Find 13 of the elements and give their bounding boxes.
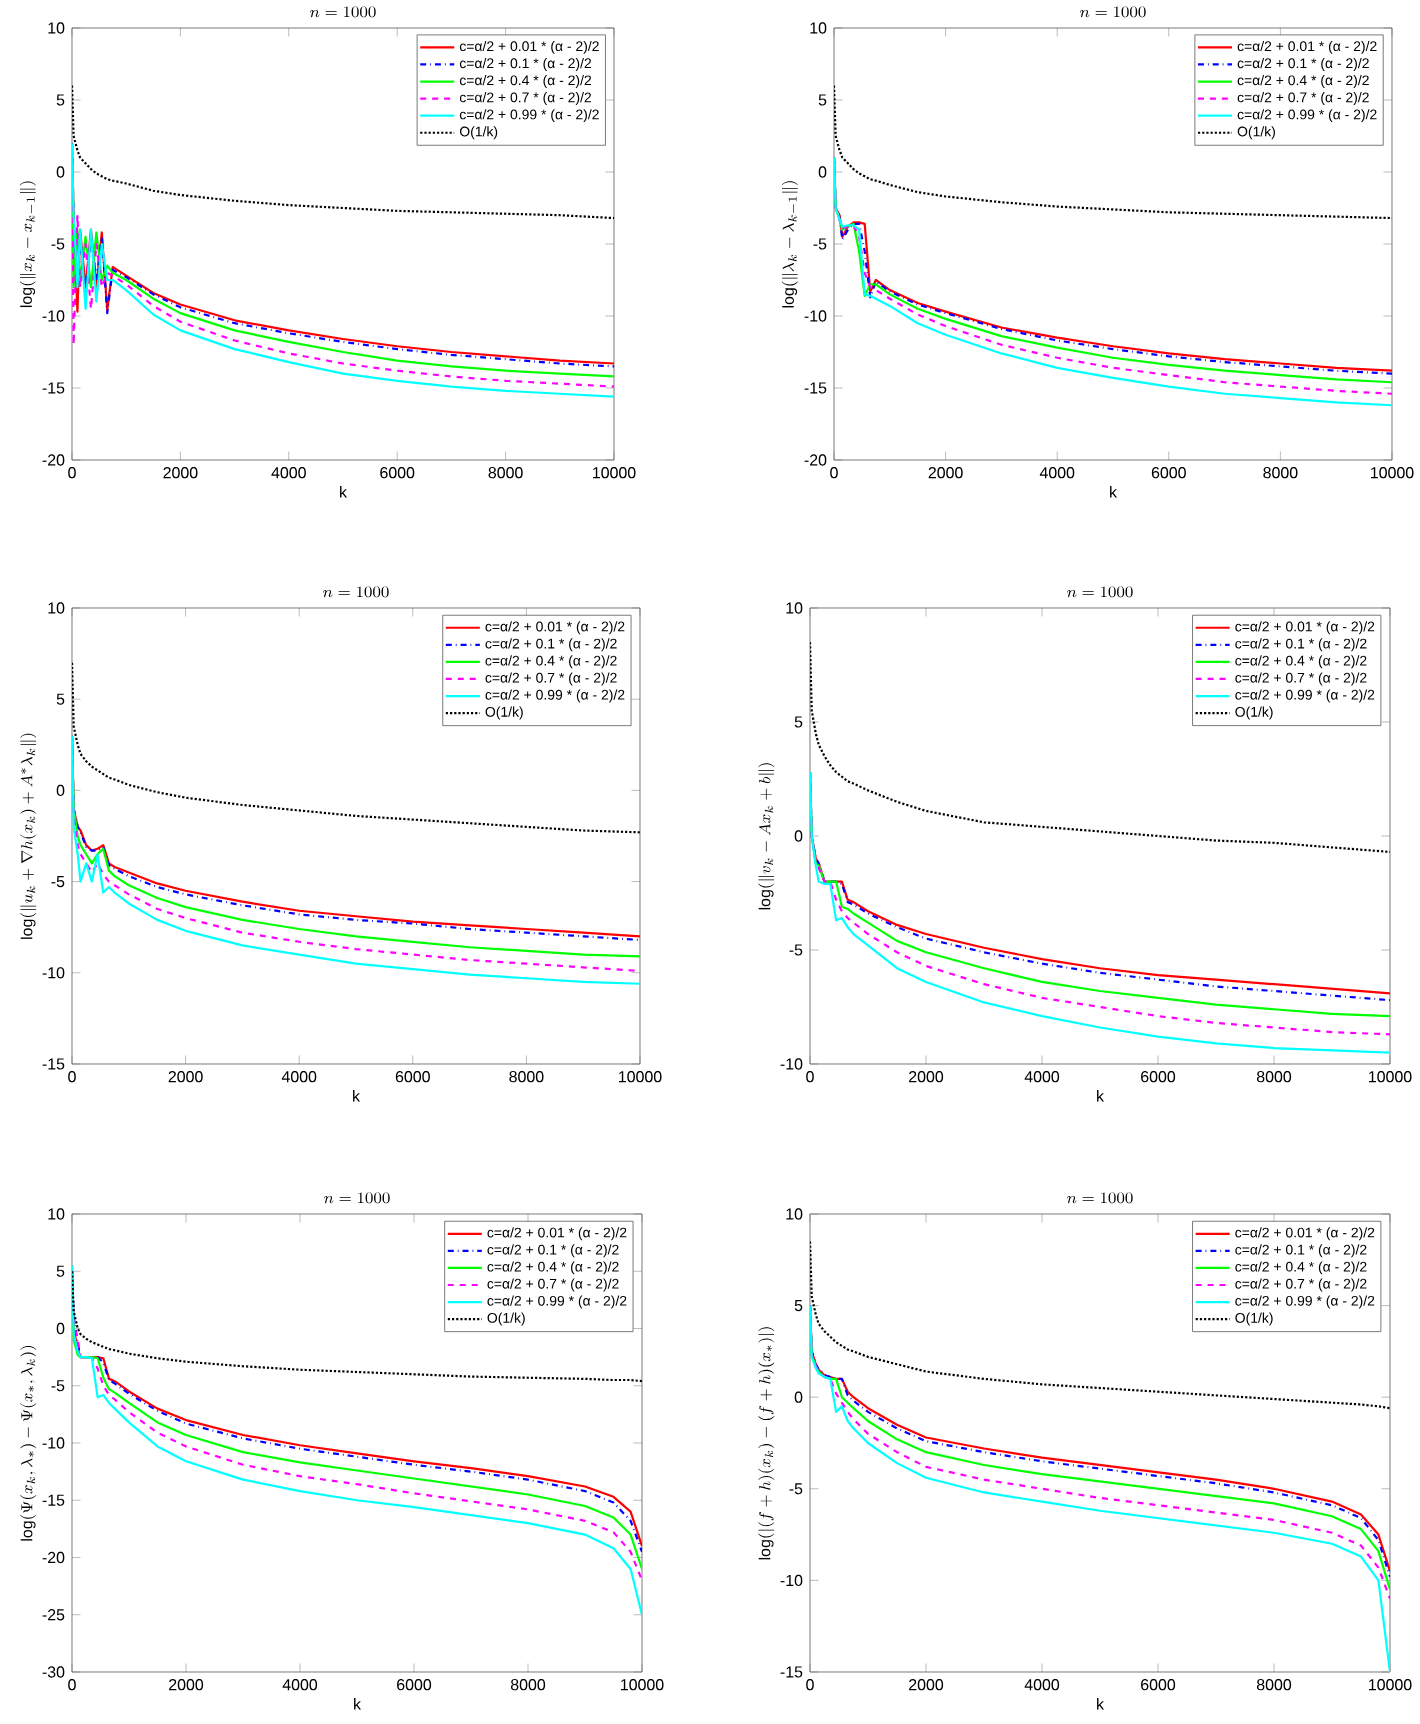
y-axis-title: $\log(\Psi(x_k,\lambda_*) - \Psi(x_*,\lambda_k))$ bbox=[19, 1346, 36, 1541]
chart-title: $n = 1000$ bbox=[322, 586, 389, 598]
chart-title: $n = 1000$ bbox=[323, 1192, 390, 1204]
y-axis-title: $\log(\|\lambda_k - \lambda_{k-1}\|)$ bbox=[781, 181, 798, 308]
y-axis-title: $\log(\|x_k - x_{k-1}\|)$ bbox=[19, 181, 36, 308]
line-series bbox=[833, 84, 1392, 220]
chart-title: $n = 1000$ bbox=[1066, 1192, 1133, 1204]
y-axis-title: $\log(\|u_k + \nabla h(x_k) + A^*\lambda_k\|)$ bbox=[19, 733, 36, 939]
chart-title: $n = 1000$ bbox=[309, 6, 376, 18]
chart-title: $n = 1000$ bbox=[1066, 586, 1133, 598]
y-axis-title: $\log(|(f+h)(x_k) - (f+h)(x_*)|)$ bbox=[757, 1327, 774, 1560]
y-axis-title: $\log(\|v_k - Ax_k + b\|)$ bbox=[757, 763, 774, 910]
chart-title: $n = 1000$ bbox=[1079, 6, 1146, 18]
